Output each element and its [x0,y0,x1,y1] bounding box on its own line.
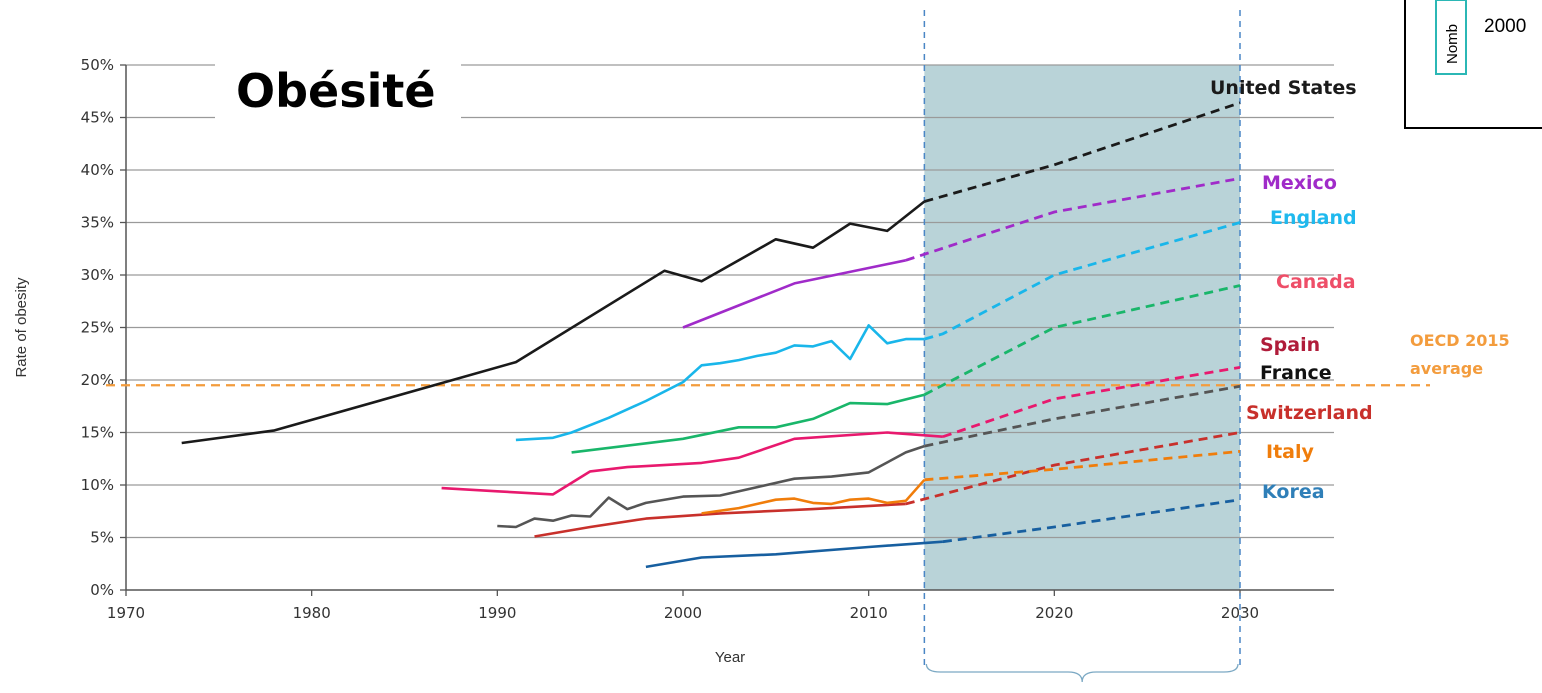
y-tick-label: 30% [81,266,114,284]
y-tick-label: 10% [81,476,114,494]
series-label-england: England [1270,207,1357,229]
overlay-title-background [215,52,461,126]
overlay-title: Obésité [236,64,436,118]
corner-text: 2000 [1484,16,1526,37]
y-tick-label: 50% [81,56,114,74]
y-tick-label: 5% [90,529,114,547]
series-line-england-projected [924,221,1241,341]
series-line-england-actual [515,324,925,442]
series-label-france: France [1260,362,1332,384]
y-axis-title: Rate of obesity [13,277,30,378]
series-line-korea-projected [942,498,1241,544]
corner-cyan-box [1435,0,1467,75]
series-line-switzerland-projected [905,431,1241,506]
x-tick-label: 1970 [107,604,145,622]
overlay-title-group: Obésité [215,52,461,126]
x-tick-label: 2000 [664,604,702,622]
series-line-korea-actual [645,540,943,569]
series-line-italy-actual [701,478,926,515]
series-label-united-states: United States [1210,77,1357,99]
x-axis-title: Year [715,649,745,666]
x-tick-label: 2010 [850,604,888,622]
series-line-mexico-projected [905,177,1241,262]
series-line-spain-actual [441,431,943,496]
corner-box-text: Nomb [1444,24,1461,64]
series-label-layer: United States Mexico England Canada Spai… [1210,77,1510,503]
series-line-france-actual [497,444,925,529]
y-tick-label: 35% [81,214,114,232]
series-label-italy: Italy [1266,441,1314,463]
y-tick-label: 25% [81,319,114,337]
series-label-switzerland: Switzerland [1246,402,1373,424]
series-label-spain: Spain [1260,334,1320,356]
corner-box-group: Nomb 2000 [1404,0,1542,129]
series-line-france-projected [924,384,1241,448]
x-tick-label: 1980 [293,604,331,622]
axis-layer: 0% 5% 10% 15% 20% 25% 30% 35% 40% 45% 50% 1970 1980 1… [13,10,1334,683]
y-tick-label: 45% [81,109,114,127]
series-line-spain-projected [942,366,1241,439]
series-line-united-states-actual [181,200,926,445]
oecd-average-label-line2: average [1410,359,1483,378]
oecd-average-label-line1: OECD 2015 [1410,331,1510,350]
series-label-mexico: Mexico [1262,172,1337,194]
corner-frame [1404,0,1542,129]
series-line-mexico-actual [682,259,907,329]
y-tick-label: 15% [81,424,114,442]
x-tick-label: 2020 [1035,604,1073,622]
x-tick-label: 1990 [478,604,516,622]
x-tick-label: 2030 [1221,604,1259,622]
series-label-canada: Canada [1276,271,1356,293]
series-layer [106,101,1430,569]
y-tick-label: 0% [90,581,114,599]
y-tick-label: 40% [81,161,114,179]
series-line-canada-actual [571,393,925,454]
series-line-canada-projected [923,284,1241,396]
series-label-korea: Korea [1262,481,1325,503]
y-tick-label: 20% [81,371,114,389]
projection-brace [925,663,1239,683]
series-line-switzerland-actual [534,502,906,538]
